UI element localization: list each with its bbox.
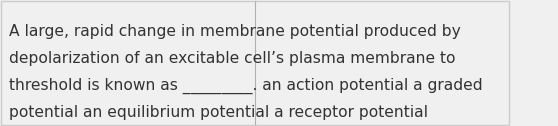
Text: threshold is known as _________. an action potential a graded: threshold is known as _________. an acti… — [9, 78, 483, 94]
Text: depolarization of an excitable cell’s plasma membrane to: depolarization of an excitable cell’s pl… — [9, 51, 455, 66]
FancyBboxPatch shape — [1, 1, 509, 125]
Text: potential an equilibrium potential a receptor potential: potential an equilibrium potential a rec… — [9, 105, 428, 120]
Text: A large, rapid change in membrane potential produced by: A large, rapid change in membrane potent… — [9, 24, 461, 39]
